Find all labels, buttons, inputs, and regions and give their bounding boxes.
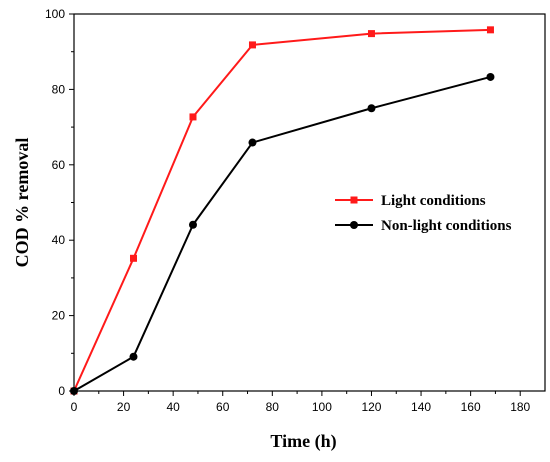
x-tick-label: 20	[117, 400, 131, 414]
series-line-light	[73, 28, 491, 392]
x-tick-label: 160	[461, 400, 481, 414]
y-tick-label: 80	[52, 82, 66, 96]
y-tick-label: 0	[58, 384, 65, 398]
y-tick-label: 60	[52, 158, 66, 172]
data-point-light	[248, 41, 256, 49]
legend-item-nonlight: Non-light conditions	[335, 218, 512, 234]
data-point-light	[189, 113, 197, 121]
x-tick-label: 120	[361, 400, 381, 414]
y-tick-label: 20	[52, 309, 66, 323]
x-tick-label: 140	[411, 400, 431, 414]
data-point-light	[486, 26, 494, 34]
x-axis-label: Time (h)	[270, 431, 336, 452]
series-line-nonlight	[73, 75, 491, 392]
x-tick-label: 40	[166, 400, 180, 414]
x-tick-label: 100	[312, 400, 332, 414]
legend: Light conditions Non-light conditions	[335, 193, 512, 234]
data-point-light	[367, 30, 375, 38]
legend-item-light: Light conditions	[335, 193, 486, 209]
data-point-nonlight	[129, 352, 138, 361]
data-point-nonlight	[367, 104, 376, 113]
series-layer	[70, 26, 495, 395]
legend-label: Light conditions	[381, 193, 486, 209]
data-point-nonlight	[70, 387, 78, 395]
y-axis-label: COD % removal	[12, 138, 32, 268]
legend-label: Non-light conditions	[381, 218, 512, 234]
x-tick-label: 80	[266, 400, 280, 414]
y-axis: 0 20 40 60 80 100	[45, 7, 74, 398]
y-tick-label: 100	[45, 7, 65, 21]
y-tick-label: 40	[52, 233, 66, 247]
data-point-light	[129, 254, 137, 262]
x-tick-label: 180	[510, 400, 530, 414]
data-point-nonlight	[188, 220, 197, 229]
data-point-nonlight	[248, 138, 257, 147]
x-tick-label: 0	[71, 400, 78, 414]
legend-marker	[350, 221, 358, 229]
x-tick-label: 60	[216, 400, 230, 414]
data-point-nonlight	[486, 72, 495, 81]
x-axis: 0 20 40 60 80 100 120 140 160 180	[71, 391, 531, 414]
legend-marker	[350, 196, 358, 204]
